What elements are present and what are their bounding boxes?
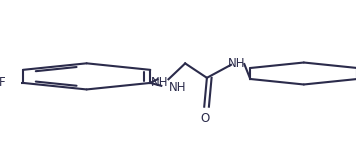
Text: NH: NH: [151, 76, 169, 89]
Text: O: O: [201, 112, 210, 125]
Text: NH: NH: [169, 81, 186, 94]
Text: F: F: [0, 76, 5, 89]
Text: NH: NH: [228, 57, 246, 70]
